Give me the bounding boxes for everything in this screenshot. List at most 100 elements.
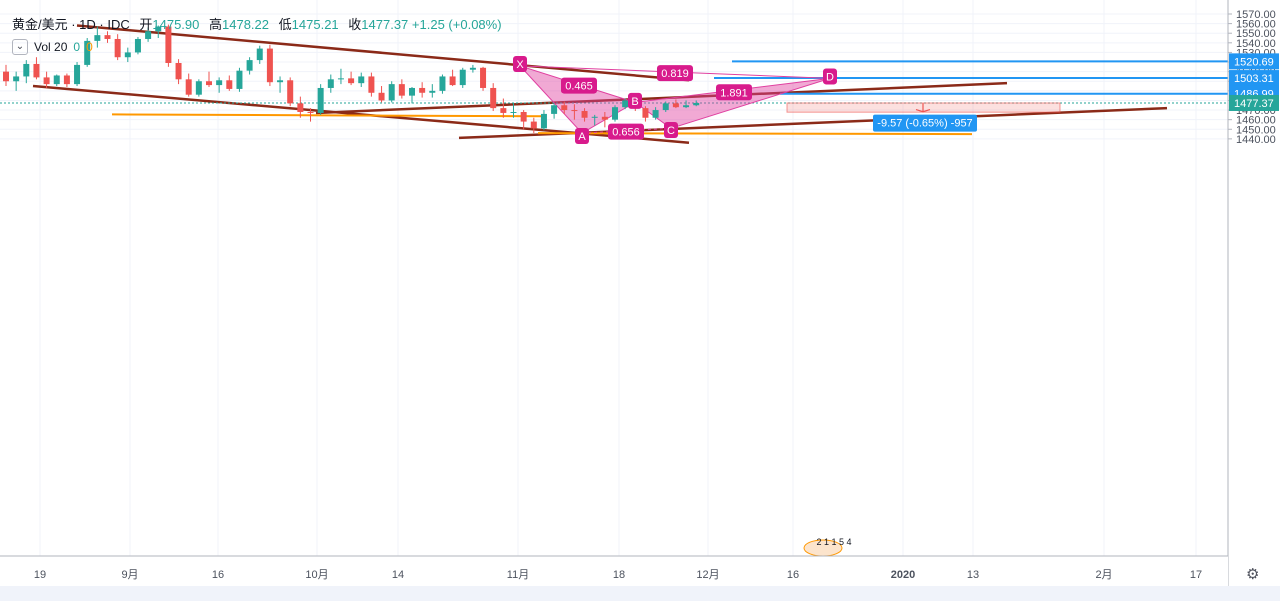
- volume-value-2: 0: [86, 40, 93, 54]
- pattern-ratio-xab-bg: [561, 77, 597, 94]
- candle-body: [266, 48, 273, 83]
- candle-body: [693, 102, 700, 106]
- time-tick-label: 10月: [305, 569, 328, 581]
- drawings-front: X A B C D 0.819 0.465 0.656 1.891 -9.57 (-0.65%) …: [513, 55, 977, 557]
- candle-body: [439, 76, 446, 91]
- candle-body: [480, 67, 487, 88]
- candle-body: [500, 108, 507, 113]
- candle-body: [348, 78, 355, 84]
- candle-body: [165, 26, 172, 63]
- candle-body: [297, 103, 304, 112]
- change-value: +1.25 (+0.08%): [411, 17, 502, 32]
- candle-body: [419, 87, 426, 93]
- symbol-title[interactable]: 黄金/美元 · 1D · IDC: [12, 17, 130, 32]
- price-label-1503-bg: [1229, 70, 1279, 87]
- low-label: 低: [278, 17, 292, 32]
- price-label-1503: 1503.31: [1234, 73, 1274, 85]
- close-label: 收: [348, 17, 362, 32]
- pattern-point-b-bg: [628, 92, 642, 109]
- candle-body: [612, 107, 618, 120]
- candle-body: [530, 121, 537, 129]
- open-value: 1475.90: [152, 17, 200, 32]
- candle-body: [561, 105, 568, 111]
- position-readout: -9.57 (-0.65%) -957: [877, 118, 972, 130]
- candle-body: [449, 76, 456, 86]
- candle-body: [571, 110, 578, 112]
- time-tick-label: 12月: [696, 569, 719, 581]
- time-tick-label: 16: [787, 569, 799, 581]
- candle-body: [206, 81, 212, 86]
- candle-body: [94, 35, 101, 41]
- close-value: 1477.37: [361, 17, 409, 32]
- candle-body: [409, 87, 415, 96]
- time-tick-label: 14: [392, 569, 404, 581]
- pattern-point-x: X: [516, 59, 524, 71]
- pattern-point-x-bg: [513, 55, 527, 72]
- position-readout-bg: [873, 114, 977, 132]
- grid: [0, 0, 1228, 556]
- support-line-1: [111, 113, 547, 118]
- volume-legend: ⌄ Vol 20 0 0: [12, 39, 93, 55]
- price-tick-label: 1450.00: [1236, 124, 1276, 136]
- candle-body: [469, 67, 476, 70]
- low-value: 1475.21: [291, 17, 339, 32]
- candle-body: [216, 80, 223, 86]
- candle-body: [642, 108, 649, 118]
- trend-line-mid: [315, 81, 1008, 115]
- price-axis[interactable]: 1440.001450.001460.001470.001480.001490.…: [1227, 0, 1280, 586]
- candle-body: [510, 111, 517, 113]
- candle-body: [63, 75, 70, 85]
- candle-body: [490, 87, 497, 109]
- time-axis-bg: [0, 556, 1228, 586]
- candle-body: [358, 76, 365, 84]
- high-label: 高: [209, 17, 223, 32]
- volume-value-1: 0: [73, 40, 81, 54]
- candle-body: [185, 79, 192, 95]
- pattern-point-a: A: [578, 131, 586, 143]
- pattern-point-a-bg: [575, 127, 589, 144]
- time-tick-label: 9月: [121, 569, 138, 581]
- gear-icon[interactable]: ⚙: [1246, 566, 1260, 583]
- position-arrow-head: [915, 109, 931, 113]
- high-value: 1478.22: [222, 17, 270, 32]
- time-tick-label: 17: [1190, 569, 1202, 581]
- candle-body: [388, 84, 395, 101]
- pattern-point-c: C: [667, 125, 675, 137]
- pattern-ratio-bcd: 1.891: [720, 87, 748, 99]
- price-tick-label: 1570.00: [1236, 9, 1276, 21]
- price-tick-label: 1440.00: [1236, 134, 1276, 146]
- price-tick-label: 1460.00: [1236, 115, 1276, 127]
- chevron-down-icon[interactable]: ⌄: [12, 39, 28, 55]
- candle-body: [236, 70, 243, 89]
- candle-body: [581, 111, 588, 118]
- candle-body: [134, 38, 141, 53]
- candle-body: [683, 105, 690, 108]
- time-tick-label: 18: [613, 569, 625, 581]
- time-axis[interactable]: 19 9月 16 10月 14 11月 18 12月 16 2020 13 2月 17: [0, 555, 1228, 586]
- candle-body: [398, 84, 405, 96]
- candle-body: [33, 63, 40, 78]
- candle-body: [175, 62, 182, 80]
- last-price-label: 1477.37: [1234, 98, 1274, 110]
- candle-body: [226, 80, 233, 89]
- price-tick-label: 1560.00: [1236, 19, 1276, 31]
- time-tick-label: 13: [967, 569, 979, 581]
- price-label-1520: 1520.69: [1234, 56, 1274, 68]
- candle-body: [601, 116, 608, 120]
- candles: [3, 24, 700, 134]
- candle-body: [277, 80, 284, 83]
- candle-body: [3, 71, 9, 82]
- candle-body: [540, 113, 547, 129]
- candle-body: [327, 79, 334, 88]
- candle-body: [317, 87, 324, 113]
- price-tick-label: 1540.00: [1236, 38, 1276, 50]
- candle-body: [104, 35, 111, 39]
- candle-body: [429, 90, 436, 93]
- pattern-ratio-xd-bg: [657, 65, 693, 82]
- open-label: 开: [139, 17, 153, 32]
- volume-label: Vol 20: [34, 40, 68, 54]
- candle-body: [672, 103, 679, 108]
- pattern-ratio-abc-bg: [608, 123, 644, 140]
- candle-body: [287, 80, 294, 104]
